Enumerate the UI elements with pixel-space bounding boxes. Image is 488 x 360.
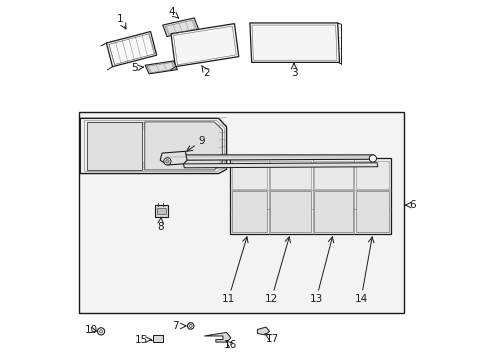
Text: 14: 14 bbox=[354, 294, 367, 304]
Text: 2: 2 bbox=[203, 68, 210, 78]
FancyBboxPatch shape bbox=[231, 161, 267, 189]
Text: 9: 9 bbox=[199, 136, 205, 145]
FancyBboxPatch shape bbox=[152, 334, 163, 342]
Polygon shape bbox=[145, 61, 177, 74]
FancyBboxPatch shape bbox=[313, 161, 352, 189]
Text: 3: 3 bbox=[290, 68, 297, 78]
Polygon shape bbox=[106, 32, 156, 67]
FancyBboxPatch shape bbox=[270, 161, 310, 189]
Text: 1: 1 bbox=[117, 14, 123, 24]
Circle shape bbox=[189, 324, 192, 327]
FancyBboxPatch shape bbox=[356, 161, 388, 189]
Polygon shape bbox=[183, 163, 377, 168]
Circle shape bbox=[368, 155, 376, 162]
Circle shape bbox=[97, 328, 104, 335]
Text: 7: 7 bbox=[172, 321, 178, 331]
Polygon shape bbox=[204, 332, 230, 342]
Polygon shape bbox=[230, 158, 390, 234]
Circle shape bbox=[100, 330, 102, 333]
Circle shape bbox=[163, 158, 171, 165]
Polygon shape bbox=[160, 151, 187, 165]
Polygon shape bbox=[80, 118, 226, 174]
FancyBboxPatch shape bbox=[155, 205, 167, 217]
Text: 10: 10 bbox=[84, 325, 98, 335]
Polygon shape bbox=[163, 155, 375, 160]
Circle shape bbox=[187, 323, 194, 329]
Text: 12: 12 bbox=[264, 294, 278, 304]
Circle shape bbox=[165, 159, 169, 163]
Polygon shape bbox=[163, 18, 198, 37]
Text: 15: 15 bbox=[134, 334, 147, 345]
Polygon shape bbox=[171, 24, 238, 67]
Text: 5: 5 bbox=[130, 63, 137, 73]
Polygon shape bbox=[86, 122, 142, 170]
Polygon shape bbox=[249, 23, 339, 62]
FancyBboxPatch shape bbox=[79, 112, 404, 313]
FancyBboxPatch shape bbox=[231, 192, 267, 231]
Polygon shape bbox=[257, 327, 269, 335]
Polygon shape bbox=[144, 122, 222, 170]
Text: 17: 17 bbox=[265, 333, 279, 343]
Text: 16: 16 bbox=[224, 340, 237, 350]
FancyBboxPatch shape bbox=[313, 192, 352, 231]
Text: 11: 11 bbox=[221, 294, 235, 304]
Text: 6: 6 bbox=[409, 200, 415, 210]
Text: 4: 4 bbox=[168, 7, 175, 17]
Text: 8: 8 bbox=[157, 222, 163, 231]
FancyBboxPatch shape bbox=[270, 192, 310, 231]
FancyBboxPatch shape bbox=[356, 192, 388, 231]
FancyBboxPatch shape bbox=[157, 208, 165, 215]
Text: 13: 13 bbox=[309, 294, 322, 304]
